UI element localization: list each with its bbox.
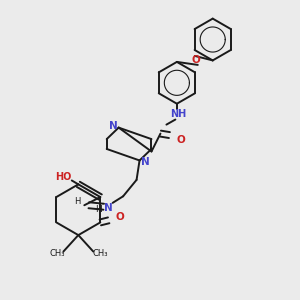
Text: CH₃: CH₃ [49, 249, 64, 258]
Text: N: N [109, 121, 118, 131]
Text: N: N [104, 203, 112, 213]
Text: O: O [115, 212, 124, 222]
Text: O: O [176, 134, 185, 145]
Text: N: N [140, 157, 149, 167]
Text: H: H [95, 205, 102, 214]
Text: O: O [192, 56, 201, 65]
Text: CH₃: CH₃ [92, 249, 108, 258]
Text: NH: NH [170, 109, 187, 119]
Text: H: H [74, 197, 81, 206]
Text: HO: HO [55, 172, 72, 182]
